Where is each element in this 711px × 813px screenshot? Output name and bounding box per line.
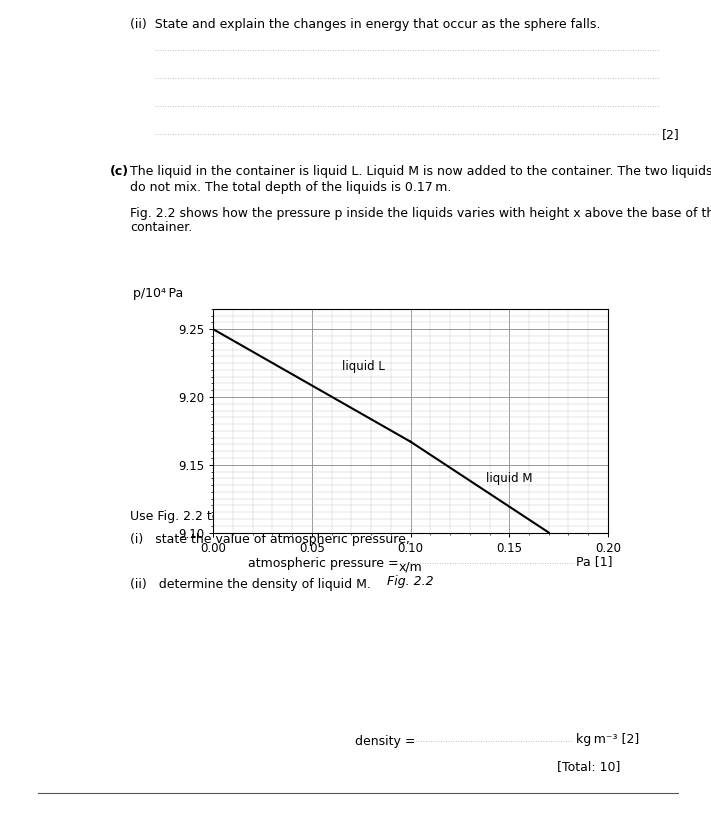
Text: [2]: [2]: [662, 128, 680, 141]
Text: liquid M: liquid M: [486, 472, 532, 485]
Text: (i)   state the value of atmospheric pressure,: (i) state the value of atmospheric press…: [130, 533, 410, 546]
Text: (ii)   determine the density of liquid M.: (ii) determine the density of liquid M.: [130, 578, 371, 591]
Text: atmospheric pressure =: atmospheric pressure =: [248, 557, 402, 570]
Y-axis label: p/10⁴ Pa: p/10⁴ Pa: [133, 287, 183, 300]
Text: Fig. 2.2 shows how the pressure p inside the liquids varies with height x above : Fig. 2.2 shows how the pressure p inside…: [130, 207, 711, 220]
Text: Use Fig. 2.2 to: Use Fig. 2.2 to: [130, 510, 220, 523]
Text: kg m⁻³ [2]: kg m⁻³ [2]: [576, 733, 639, 746]
Text: (c): (c): [110, 165, 129, 178]
Text: The liquid in the container is liquid L. Liquid M is now added to the container.: The liquid in the container is liquid L.…: [130, 165, 711, 178]
Text: container.: container.: [130, 221, 192, 234]
Text: Pa [1]: Pa [1]: [576, 555, 612, 568]
X-axis label: x/m: x/m: [399, 560, 422, 573]
Text: liquid L: liquid L: [341, 359, 385, 372]
Text: density =: density =: [355, 735, 419, 748]
Text: Fig. 2.2: Fig. 2.2: [387, 576, 434, 589]
Text: [Total: 10]: [Total: 10]: [557, 760, 621, 773]
Text: (ii)  State and explain the changes in energy that occur as the sphere falls.: (ii) State and explain the changes in en…: [130, 18, 600, 31]
Text: do not mix. The total depth of the liquids is 0.17 m.: do not mix. The total depth of the liqui…: [130, 181, 451, 194]
